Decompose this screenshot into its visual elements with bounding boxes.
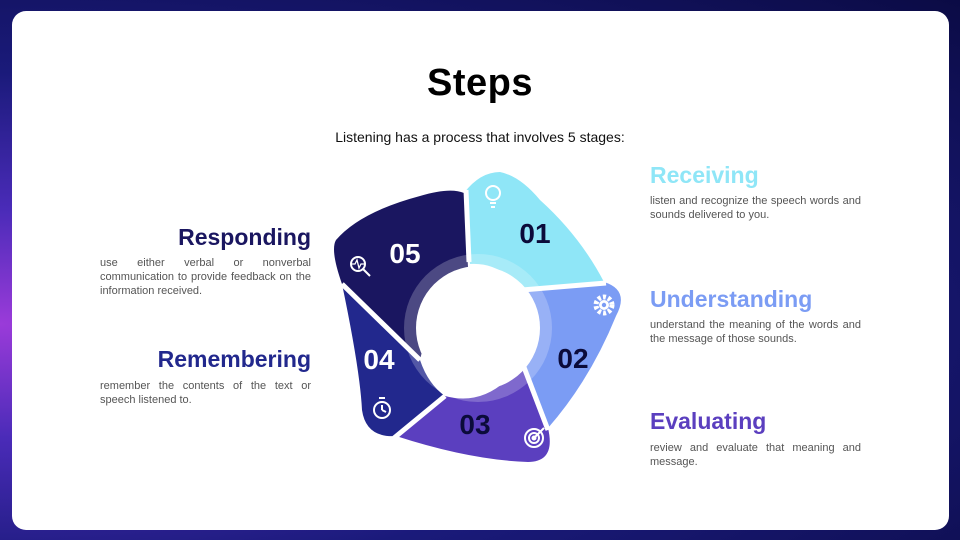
segment-03 — [396, 362, 550, 462]
step-number-01: 01 — [519, 218, 550, 249]
magnifier-icon — [350, 256, 371, 277]
slide-subtitle: Listening has a process that involves 5 … — [335, 129, 625, 145]
segment-04 — [342, 284, 445, 437]
step-title-evaluating: Evaluating — [650, 408, 767, 434]
lightbulb-icon — [485, 185, 501, 208]
step-desc-remembering: remember the contents of the text or spe… — [100, 380, 311, 406]
step-title-receiving: Receiving — [650, 162, 759, 188]
step-title-understanding: Understanding — [650, 286, 813, 312]
target-icon — [524, 427, 545, 448]
center-hole — [416, 266, 540, 390]
gear-icon — [593, 294, 615, 316]
step-title-responding: Responding — [178, 224, 311, 250]
segment-separators — [340, 189, 607, 440]
step-number-03: 03 — [459, 409, 490, 440]
step-desc-understanding: understand the meaning of the words and … — [650, 319, 861, 345]
step-number-02: 02 — [557, 343, 588, 374]
step-desc-evaluating: review and evaluate that meaning and mes… — [650, 442, 861, 468]
step-desc-responding: use either verbal or nonverbal communica… — [100, 257, 311, 297]
step-number-04: 04 — [363, 344, 395, 375]
step-title-remembering: Remembering — [157, 346, 311, 372]
segment-01 — [464, 172, 604, 290]
slide-title: Steps — [427, 62, 533, 104]
step-desc-receiving: listen and recognize the speech words an… — [650, 195, 861, 221]
segment-02 — [522, 282, 621, 428]
stopwatch-icon — [373, 397, 391, 419]
step-number-05: 05 — [389, 238, 420, 269]
